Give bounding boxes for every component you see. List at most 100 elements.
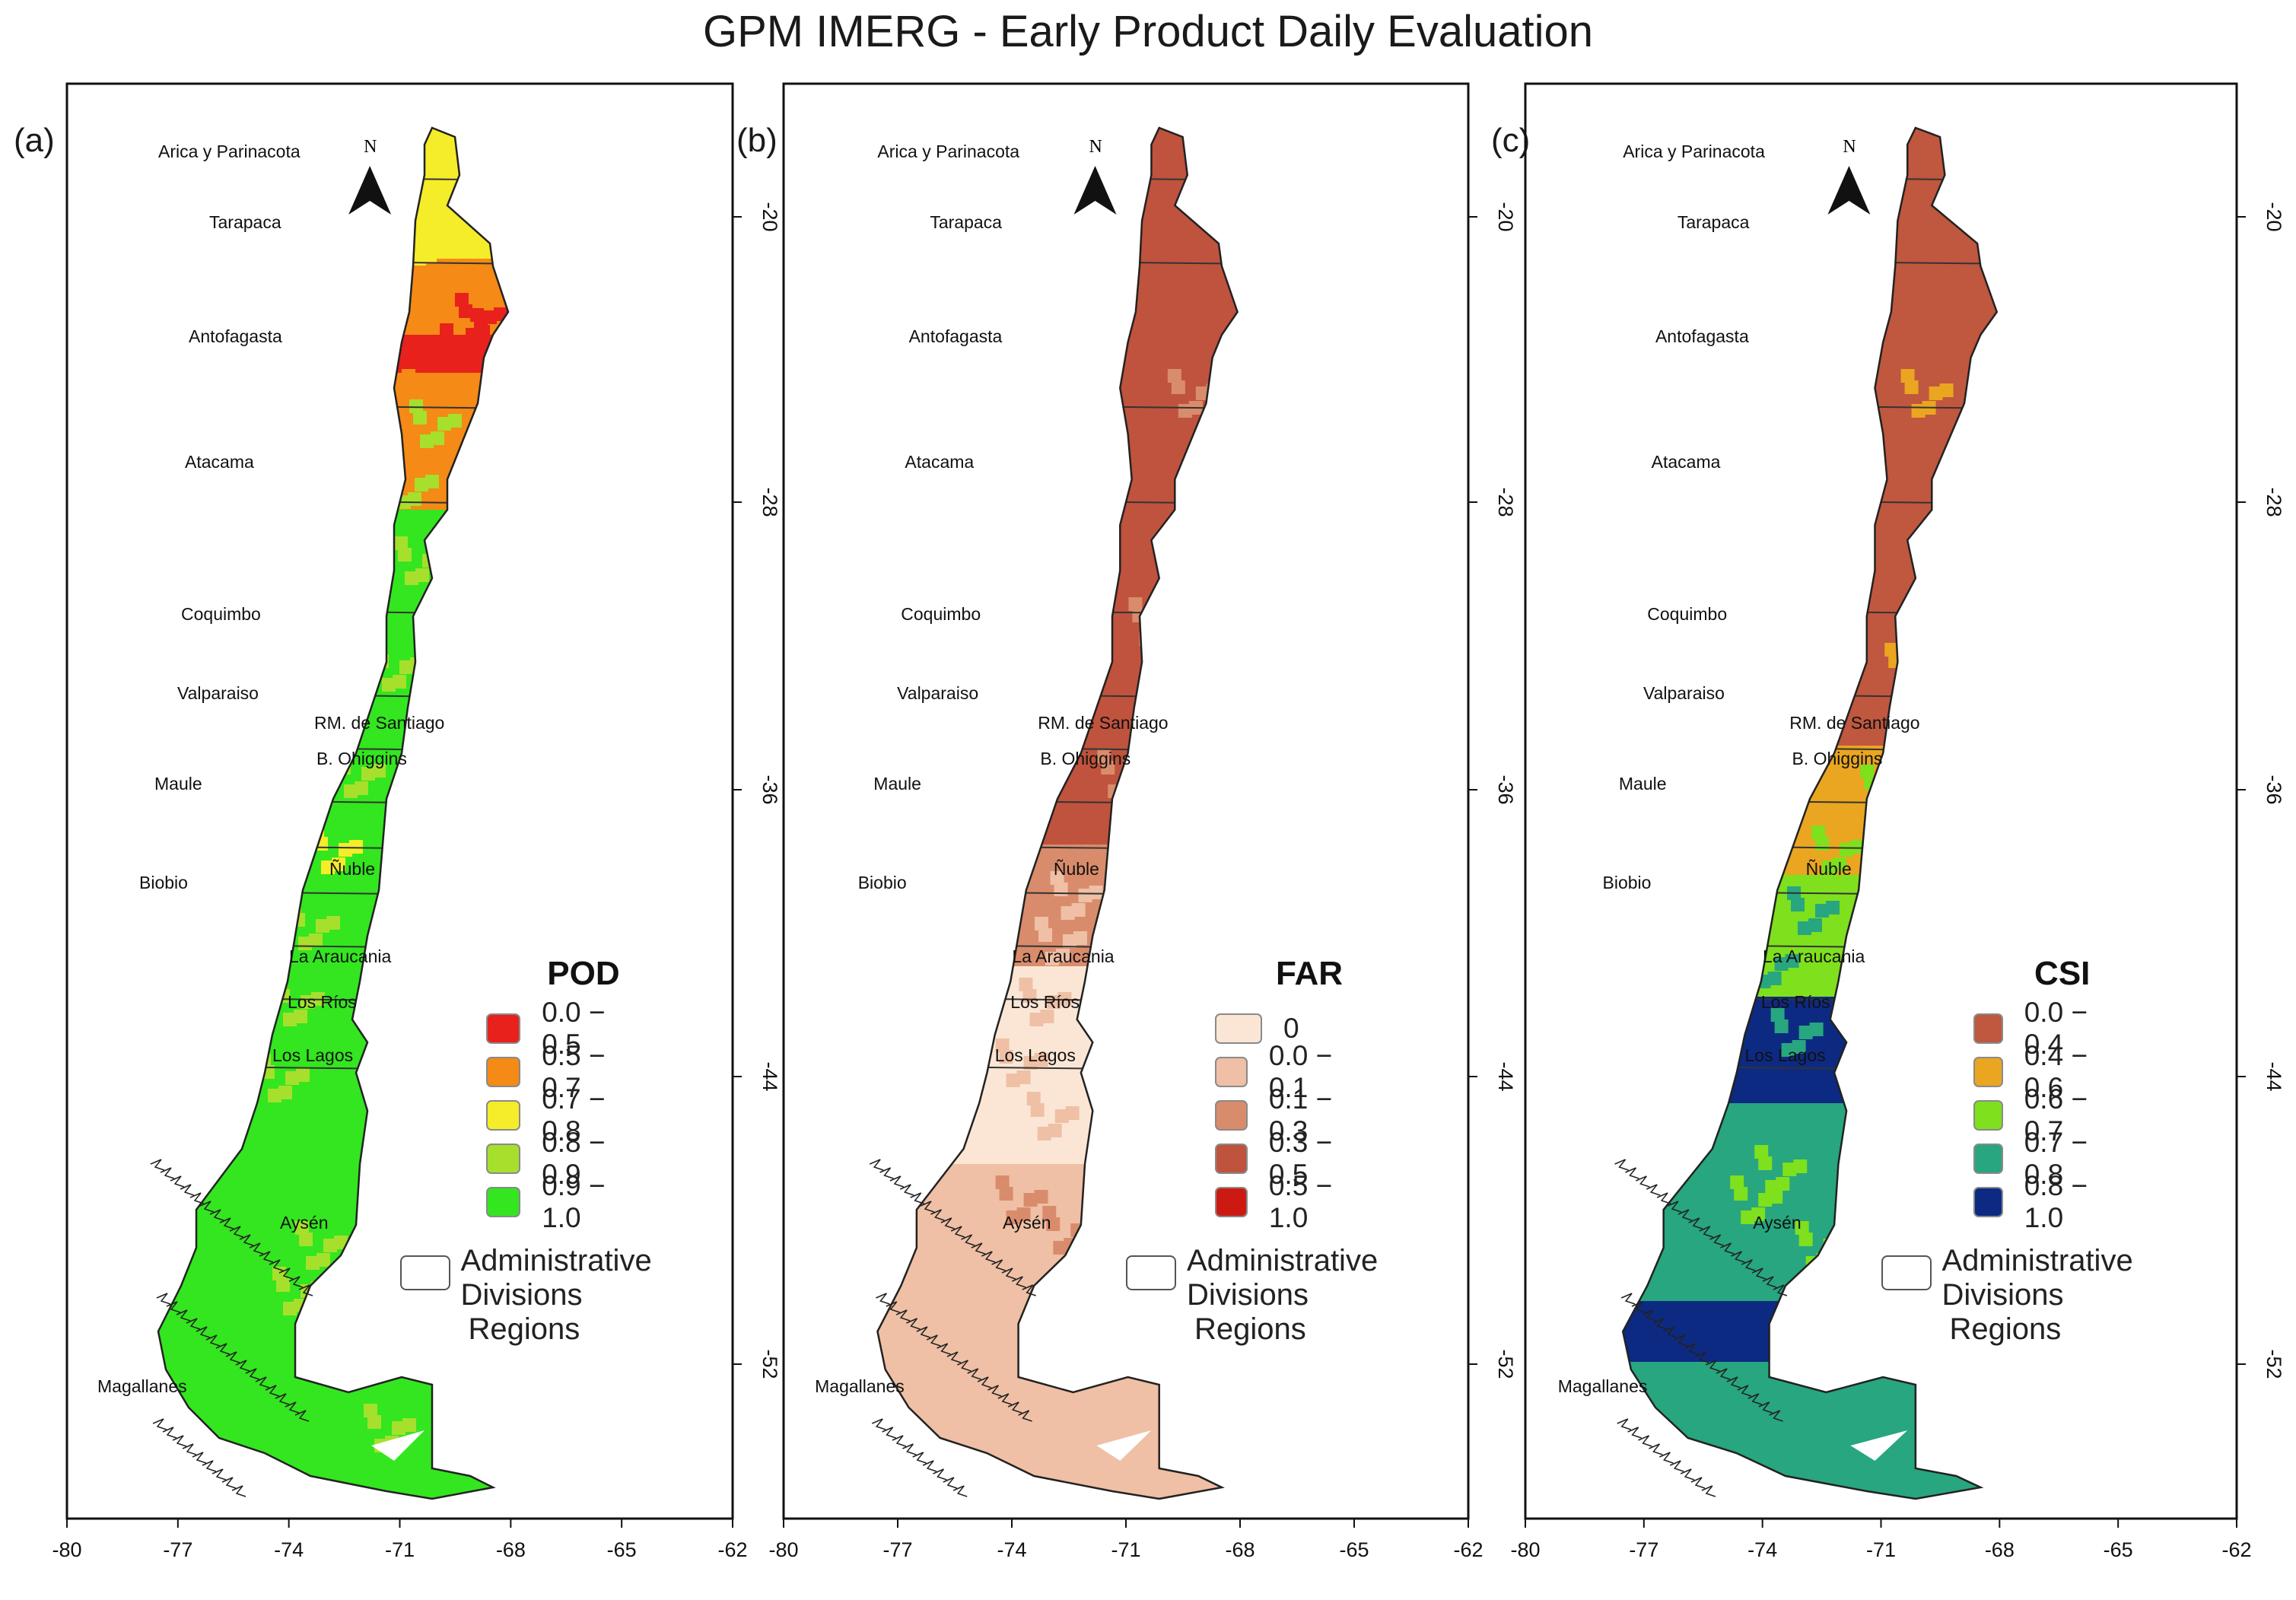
coast-fragment xyxy=(269,1259,284,1271)
map-pixel xyxy=(1798,1065,1813,1079)
map-pixel xyxy=(1078,889,1092,902)
map-pixel xyxy=(301,995,314,1009)
y-tick-label: -44 xyxy=(1494,1061,1517,1091)
region-label: B. Ohiggins xyxy=(316,749,407,768)
coast-fragment xyxy=(971,1242,986,1255)
map-pixel xyxy=(1793,1159,1808,1173)
region-label: Aysén xyxy=(280,1213,329,1233)
map-pixel xyxy=(405,228,419,242)
coast-fragment xyxy=(1690,1477,1706,1489)
map-pixel xyxy=(1856,1284,1870,1298)
map-pixel xyxy=(1136,764,1150,778)
map-pixel xyxy=(1050,871,1064,885)
north-label: N xyxy=(1089,137,1102,157)
coast-fragment xyxy=(876,1293,890,1305)
coast-fragment xyxy=(1751,1268,1767,1280)
region-boundary xyxy=(158,798,508,807)
map-pixel xyxy=(1782,1163,1797,1176)
coast-fragment xyxy=(933,1468,947,1481)
map-pixel xyxy=(1057,1312,1072,1326)
map-pixel xyxy=(1006,1074,1020,1087)
map-pixel xyxy=(1034,1053,1048,1067)
coast-fragment xyxy=(221,1477,237,1489)
map-pixel xyxy=(1822,860,1836,874)
map-pixel xyxy=(1751,1207,1766,1221)
regions-label: Regions xyxy=(468,1312,580,1346)
map-pixel xyxy=(1128,597,1143,611)
region-label: Biobio xyxy=(1603,873,1652,892)
region-boundary xyxy=(1623,1064,1997,1074)
region-label: Arica y Parinacota xyxy=(1623,142,1765,161)
coast-fragment xyxy=(930,1209,945,1221)
admin-divisions-swatch xyxy=(1881,1255,1932,1290)
region-label: Maule xyxy=(873,774,921,794)
map-pixel xyxy=(425,475,439,488)
map-pixel xyxy=(394,536,408,550)
coast-fragment xyxy=(950,1226,965,1238)
coast-fragment xyxy=(869,1159,884,1171)
coast-fragment xyxy=(1726,1376,1741,1388)
map-pixel xyxy=(1023,1193,1038,1207)
y-tick-label: -28 xyxy=(2263,487,2285,517)
map-pixel xyxy=(999,1187,1013,1201)
map-pixel xyxy=(461,355,475,369)
map-pixel xyxy=(1774,1019,1789,1033)
map-pixel xyxy=(463,193,477,207)
region-label: Aysén xyxy=(1003,1213,1051,1233)
x-tick-label: -80 xyxy=(1510,1538,1540,1561)
region-label: Valparaiso xyxy=(897,683,978,703)
y-tick-label: -52 xyxy=(1494,1349,1517,1379)
map-pixel xyxy=(409,399,423,413)
map-pixel xyxy=(1156,615,1171,628)
map-pixel xyxy=(326,916,340,930)
coast-fragment xyxy=(895,1309,911,1322)
legend-swatch xyxy=(1973,1099,2003,1131)
y-tick-label: -44 xyxy=(758,1061,781,1091)
map-pixel xyxy=(1808,918,1822,932)
map-pixel xyxy=(1035,917,1048,930)
map-pixel xyxy=(1097,749,1111,763)
map-pixel xyxy=(316,1253,330,1267)
map-zone xyxy=(158,510,508,1499)
coast-fragment xyxy=(1695,1351,1709,1363)
map-pixel xyxy=(355,781,368,795)
coast-fragment xyxy=(871,1418,886,1430)
map-pixel xyxy=(1068,1347,1083,1361)
panel-label: (a) xyxy=(14,122,55,159)
map-pixel xyxy=(1792,1040,1806,1054)
map-pixel xyxy=(1065,1106,1080,1120)
map-pixel xyxy=(1086,1330,1100,1344)
region-label: Magallanes xyxy=(1558,1376,1648,1396)
coast-fragment xyxy=(298,1284,313,1296)
legend-item: 0.1 − 0.3 xyxy=(1215,1083,1343,1147)
map-pixel xyxy=(995,1039,1010,1052)
legend-swatch xyxy=(1973,1056,2003,1087)
map-pixel xyxy=(999,1050,1013,1064)
x-tick-label: -62 xyxy=(717,1538,747,1561)
region-boundary xyxy=(877,1064,1238,1074)
map-pixel xyxy=(1774,957,1789,971)
map-pixel xyxy=(1776,1177,1790,1191)
map-pixel xyxy=(1054,883,1068,896)
legend-label: 0.7 − 0.8 xyxy=(2024,1126,2088,1190)
country-outline xyxy=(157,126,510,1500)
map-pixel xyxy=(468,341,482,355)
map-pixel xyxy=(1081,1220,1096,1234)
legend-item: 0.5 − 0.7 xyxy=(486,1040,619,1103)
y-tick-label: -36 xyxy=(2263,775,2285,804)
map-pixel xyxy=(1096,1327,1111,1341)
legend-title: CSI xyxy=(2034,955,2091,992)
legend-swatch xyxy=(486,1186,521,1217)
coast-fragment xyxy=(910,1192,924,1204)
coast-fragment xyxy=(943,1477,958,1489)
region-label: Los Ríos xyxy=(288,992,357,1012)
region-label: Aysén xyxy=(1753,1213,1802,1233)
map-pixel xyxy=(474,320,488,333)
legend-swatch xyxy=(486,1013,521,1044)
map-pixel xyxy=(1805,1089,1820,1102)
legend-swatch xyxy=(1215,1056,1248,1087)
coast-fragment xyxy=(1617,1418,1631,1430)
admin-divisions-label: Administrative Divisions xyxy=(460,1244,652,1312)
map-pixel xyxy=(1816,1086,1830,1099)
map-pixel xyxy=(306,1256,320,1270)
